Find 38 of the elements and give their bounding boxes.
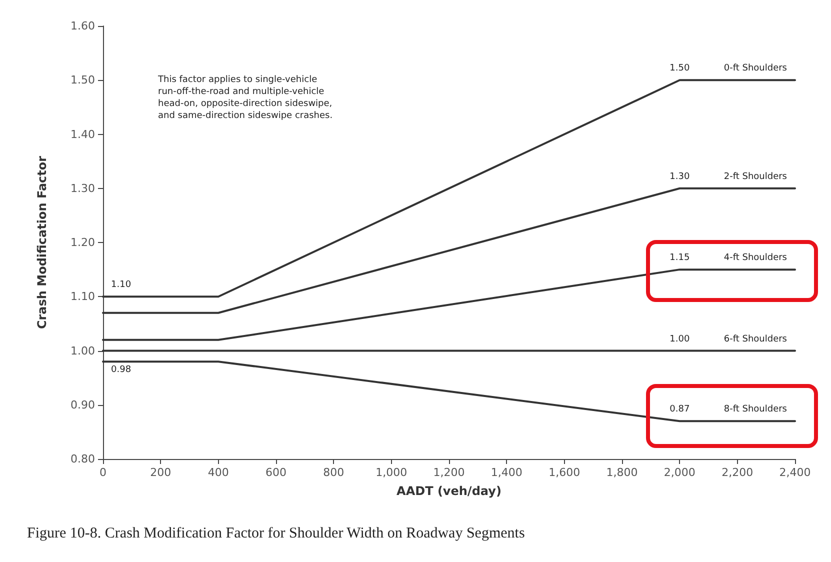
- data-label: 1.50: [670, 64, 690, 74]
- series-label: 6-ft Shoulders: [724, 334, 788, 344]
- annotation: This factor applies to single-vehicle run-off-the-road and multiple-vehicle head-on, opposite-direction sideswipe, and same-direction sideswipe crashes.: [157, 75, 336, 121]
- y-tick-label: 1.10: [70, 290, 95, 304]
- y-tick-label: 1.50: [70, 74, 95, 87]
- x-tick-label: 2,400: [779, 466, 811, 479]
- y-tick-label: 1.00: [70, 344, 95, 358]
- x-axis-title: AADT (veh/day): [396, 484, 502, 498]
- series-label: 0-ft Shoulders: [724, 64, 788, 74]
- x-tick-label: 1,800: [606, 466, 638, 479]
- data-label: 0.98: [111, 365, 132, 376]
- text: Figure 10-8. Crash Modification Factor for Shoulder Width on Roadway Segments: [27, 526, 525, 542]
- data-label: 0.87: [670, 404, 690, 415]
- x-tick-label: 1,000: [376, 466, 408, 479]
- x-tick-label: 2,000: [664, 466, 696, 479]
- x-tick-label: 800: [323, 466, 344, 479]
- y-tick-label: 1.20: [70, 236, 95, 249]
- x-tick-label: 1,400: [490, 466, 522, 479]
- data-label: 1.15: [670, 253, 690, 264]
- x-tick-label: 1,600: [548, 466, 580, 479]
- x-tick-label: 600: [266, 466, 286, 479]
- y-tick-label: 1.40: [70, 128, 95, 141]
- series-label: 2-ft Shoulders: [724, 172, 788, 182]
- series-label: 4-ft Shoulders: [724, 253, 788, 264]
- x-tick-label: 200: [150, 466, 172, 479]
- y-tick-label: 0.90: [70, 398, 95, 412]
- series-label: 8-ft Shoulders: [724, 404, 788, 415]
- y-axis-title: Crash Modification Factor: [35, 156, 49, 330]
- data-label: 1.00: [670, 334, 690, 344]
- x-tick-label: 400: [208, 466, 229, 479]
- x-tick-label: 1,200: [433, 466, 465, 479]
- y-tick-label: 1.60: [70, 20, 95, 32]
- data-label: 1.30: [670, 172, 690, 182]
- x-tick-label: 2,200: [722, 466, 754, 479]
- x-tick-label: 0: [100, 466, 106, 479]
- y-tick-label: 0.80: [70, 452, 95, 466]
- y-tick-label: 1.30: [70, 182, 95, 195]
- data-label: 1.10: [111, 280, 132, 290]
